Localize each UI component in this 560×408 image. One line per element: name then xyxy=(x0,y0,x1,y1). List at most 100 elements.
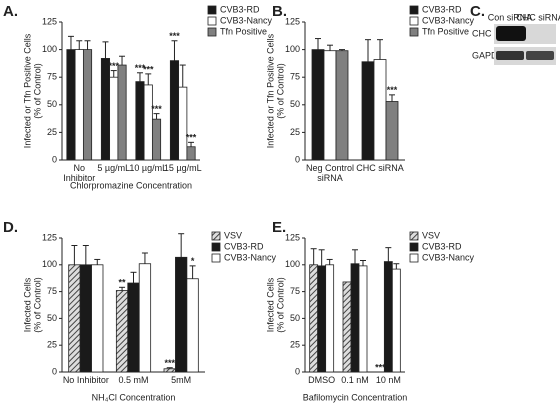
bar xyxy=(68,264,81,373)
bar xyxy=(100,58,111,161)
bar xyxy=(309,264,319,373)
y-tick-label: 0 xyxy=(52,366,57,376)
bar xyxy=(391,268,401,373)
x-tick-label: DMSO xyxy=(308,375,336,385)
bar xyxy=(358,265,368,373)
bar xyxy=(115,290,129,373)
x-tick-label-box: Neg Control siRNA xyxy=(306,163,354,183)
y-tick-label: 125 xyxy=(285,232,300,242)
y-tick-label: 100 xyxy=(285,44,300,54)
y-tick-label: 100 xyxy=(42,259,57,269)
legend-label: Tfn Positive xyxy=(220,26,267,36)
legend-label: CVB3-Nancy xyxy=(224,252,277,262)
x-tick-label-box: 0.1 nM xyxy=(341,375,369,385)
bar xyxy=(143,84,153,161)
legend-swatch xyxy=(409,5,419,15)
x-tick-label-box: 5mM xyxy=(171,375,191,385)
x-tick-label-box: 0.5 mM xyxy=(118,375,149,385)
y-tick-label: 75 xyxy=(47,72,57,82)
bar xyxy=(169,60,180,161)
bar xyxy=(350,263,360,373)
y-tick-label: 0 xyxy=(295,366,300,376)
bar xyxy=(151,118,162,161)
panel-label: C. xyxy=(470,3,485,20)
x-tick-label: 0.1 nM xyxy=(341,375,369,385)
blot-band xyxy=(496,26,526,41)
bar xyxy=(109,76,119,161)
y-tick-label: 75 xyxy=(290,72,300,82)
x-tick-label: 10 µg/mL xyxy=(129,163,168,173)
significance-label: *** xyxy=(387,85,398,95)
y-tick-label: 50 xyxy=(290,313,300,323)
bar xyxy=(317,265,327,373)
y-tick-label: 75 xyxy=(47,286,57,296)
bar xyxy=(325,264,335,373)
bar xyxy=(127,282,140,373)
legend-swatch xyxy=(409,242,419,252)
bar xyxy=(135,81,145,161)
panel-label: D. xyxy=(3,219,18,236)
y-axis-label: Infected or Tfn Positive Cells xyxy=(22,33,32,148)
significance-label: *** xyxy=(169,31,180,41)
bar xyxy=(66,49,76,161)
y-tick-label: 100 xyxy=(285,259,300,269)
legend-label: CVB3-RD xyxy=(220,4,260,14)
x-tick-label: CHC siRNA xyxy=(356,163,404,173)
bar xyxy=(383,261,393,373)
panel-label: E. xyxy=(272,219,286,236)
y-tick-label: 0 xyxy=(52,154,57,164)
bar xyxy=(138,263,152,373)
legend-swatch xyxy=(207,5,217,15)
y-tick-label: 25 xyxy=(47,127,57,137)
legend-swatch xyxy=(211,253,221,263)
bar xyxy=(311,49,325,161)
bar xyxy=(91,264,104,373)
y-tick-label: 25 xyxy=(290,127,300,137)
x-tick-label: 15 µg/mL xyxy=(163,163,202,173)
significance-label: ** xyxy=(119,278,127,288)
y-axis-label: (% of Control) xyxy=(32,277,42,333)
bar xyxy=(82,49,93,161)
bar xyxy=(186,278,199,373)
significance-label: *** xyxy=(151,104,162,114)
x-axis-label: Bafilomycin Concentration xyxy=(303,392,408,402)
y-tick-label: 50 xyxy=(47,99,57,109)
y-axis-label: Infected or Tfn Positive Cells xyxy=(265,33,275,148)
blot-row-label: CHC xyxy=(472,28,492,38)
panel-label: A. xyxy=(3,3,18,20)
legend-swatch xyxy=(207,27,217,37)
x-axis-label: NH₄Cl Concentration xyxy=(92,392,176,402)
legend-label: CVB3-Nancy xyxy=(422,252,475,262)
bar xyxy=(335,50,349,161)
x-tick-label-box: 15 µg/mL xyxy=(163,163,202,173)
y-tick-label: 0 xyxy=(295,154,300,164)
x-tick-label: 5 µg/mL xyxy=(97,163,131,173)
y-tick-label: 125 xyxy=(42,232,57,242)
legend-label: CVB3-Nancy xyxy=(220,15,273,25)
x-tick-label: No Inhibitor xyxy=(62,375,109,385)
x-tick-label-box: CHC siRNA xyxy=(356,163,404,173)
y-tick-label: 125 xyxy=(42,16,57,26)
significance-label: * xyxy=(191,256,195,266)
significance-label: *** xyxy=(375,362,386,372)
x-tick-label: 0.5 mM xyxy=(118,375,149,385)
y-tick-label: 25 xyxy=(47,340,57,350)
blot-column-label: Con siRNA xyxy=(488,12,533,22)
bar xyxy=(186,146,196,161)
bar xyxy=(373,59,387,161)
bar xyxy=(385,101,399,161)
y-axis-label: Infected Cells xyxy=(265,277,275,332)
legend-swatch xyxy=(211,242,221,252)
legend-label: CVB3-RD xyxy=(224,241,264,251)
x-axis-label: Chlorpromazine Concentration xyxy=(70,180,192,190)
legend-label: VSV xyxy=(422,230,440,240)
y-axis-label: (% of Control) xyxy=(275,277,285,333)
y-tick-label: 100 xyxy=(42,44,57,54)
y-tick-label: 75 xyxy=(290,286,300,296)
legend-label: VSV xyxy=(224,230,242,240)
legend-swatch xyxy=(211,231,221,241)
panel-label: B. xyxy=(272,3,287,20)
bar xyxy=(323,50,337,161)
bar xyxy=(117,64,127,161)
